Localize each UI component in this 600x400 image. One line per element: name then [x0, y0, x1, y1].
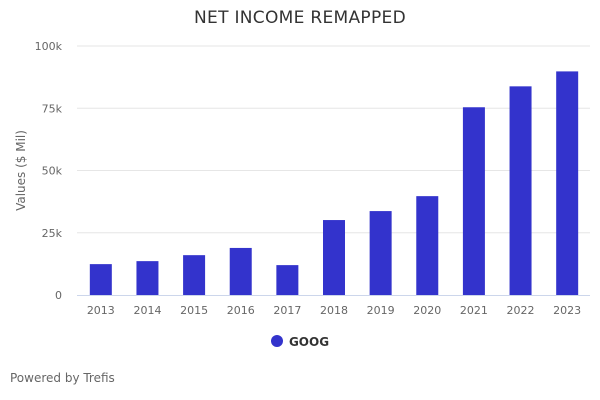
bar-2014: [136, 261, 159, 295]
bar-2022: [509, 86, 532, 295]
y-tick-label: 25k: [42, 227, 63, 240]
x-tick-label: 2015: [180, 304, 208, 317]
bar-2013: [89, 264, 112, 295]
bar-2016: [229, 247, 252, 295]
bar-2023: [556, 71, 579, 295]
y-axis-label: Values ($ Mil): [14, 130, 28, 211]
y-tick-label: 0: [55, 289, 62, 302]
x-tick-label: 2023: [553, 304, 581, 317]
bar-2019: [369, 211, 392, 295]
x-tick-label: 2013: [87, 304, 115, 317]
x-tick-label: 2021: [460, 304, 488, 317]
x-tick-label: 2016: [227, 304, 255, 317]
bar-2018: [323, 220, 345, 295]
bar-2020: [416, 196, 439, 295]
y-tick-label: 100k: [35, 40, 63, 53]
x-tick-label: 2017: [273, 304, 301, 317]
powered-by-footer: Powered by Trefis: [10, 371, 115, 385]
y-tick-label: 50k: [42, 165, 63, 178]
legend-label-goog: GOOG: [288, 335, 330, 349]
x-tick-label: 2020: [413, 304, 441, 317]
legend[interactable]: GOOG: [0, 335, 600, 349]
chart-title: NET INCOME REMAPPED: [194, 8, 406, 28]
x-tick-label: 2014: [133, 304, 161, 317]
x-tick-label: 2018: [320, 304, 348, 317]
bar-2021: [462, 107, 485, 295]
legend-marker-goog: [270, 335, 283, 347]
bar-2017: [276, 265, 299, 295]
x-tick-label: 2019: [367, 304, 395, 317]
y-tick-label: 75k: [42, 102, 63, 115]
x-tick-label: 2022: [507, 304, 535, 317]
bar-2015: [183, 255, 206, 295]
